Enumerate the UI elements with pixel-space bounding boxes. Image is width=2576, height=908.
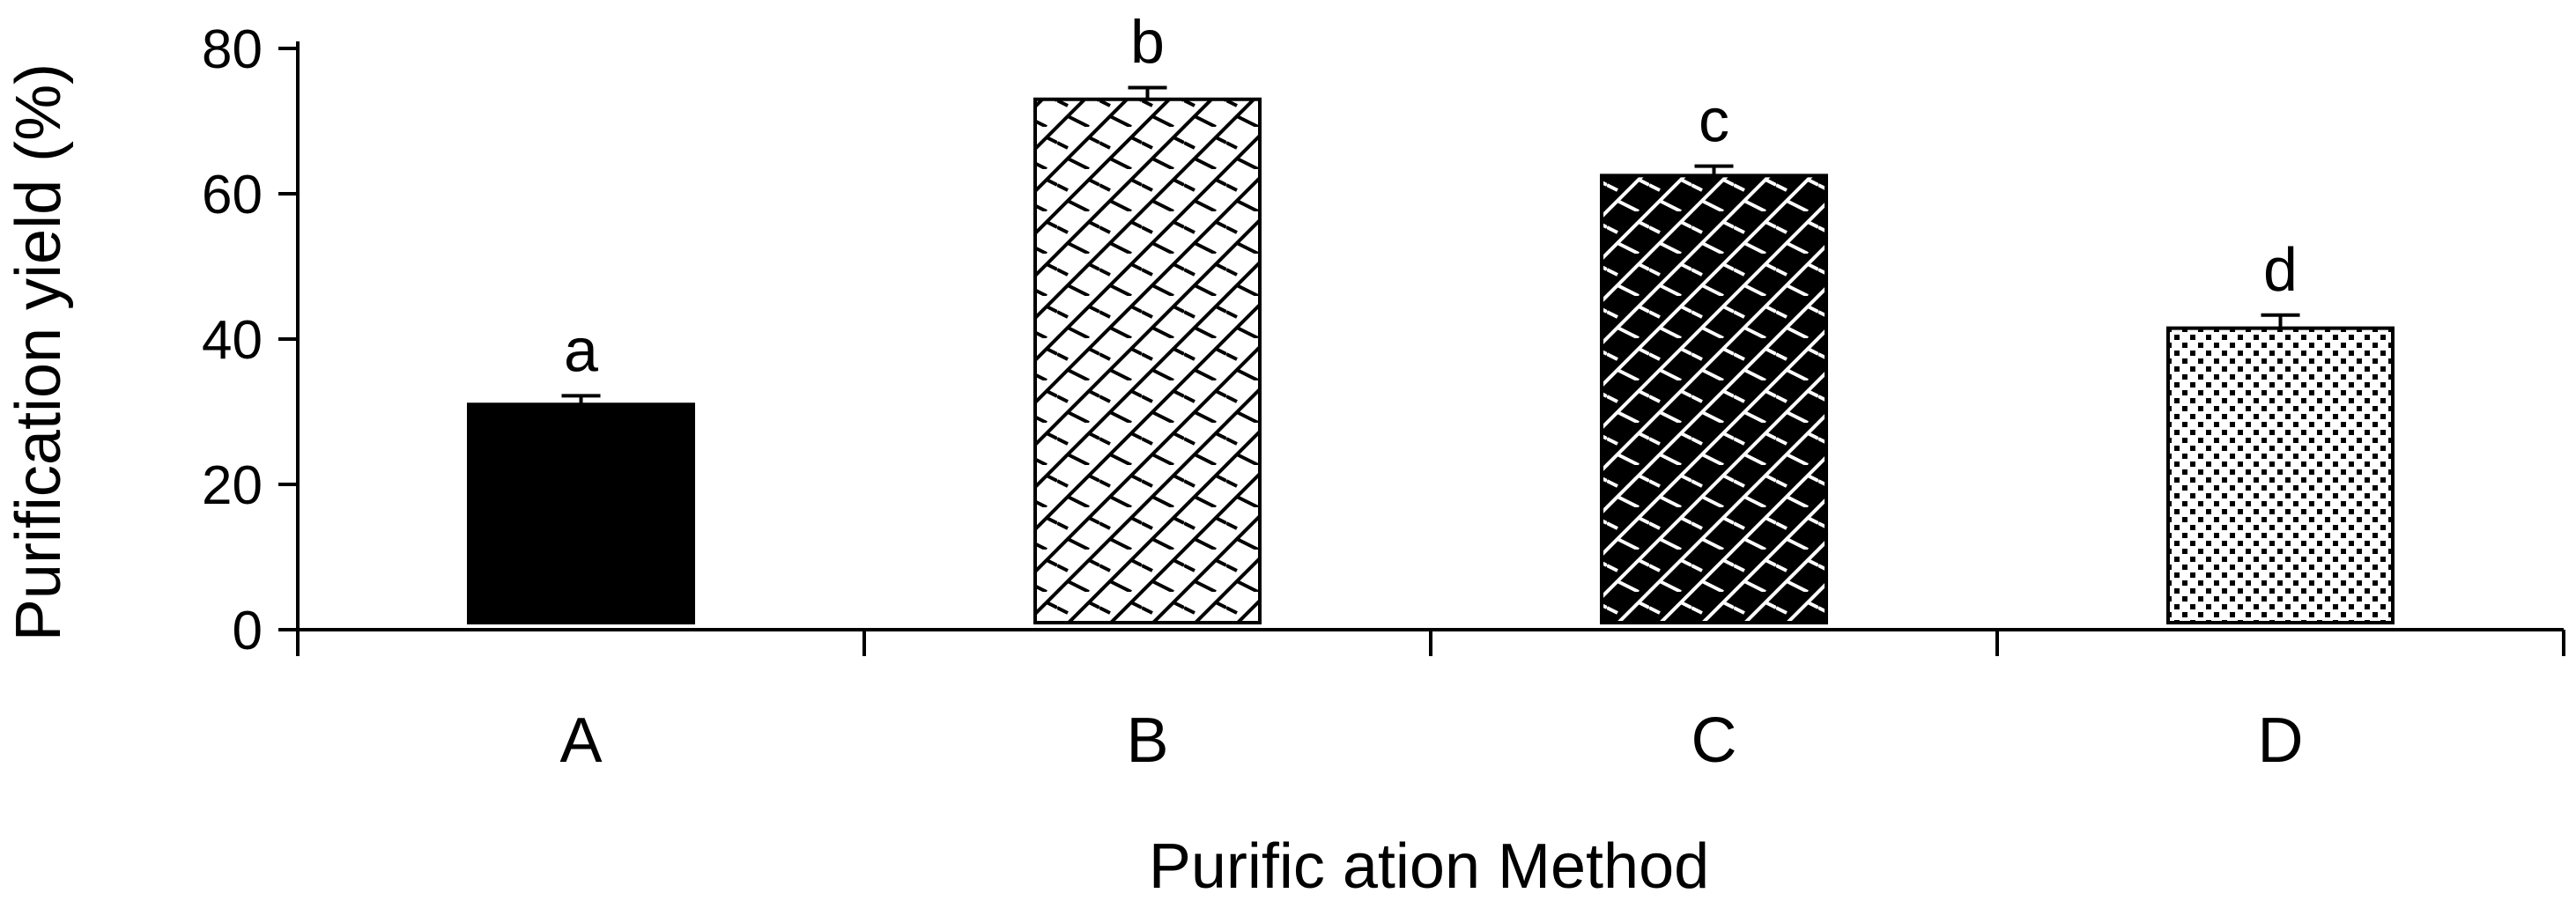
x-tick-label: B [1126,705,1168,776]
y-axis-ticks: 0 20 40 60 80 [202,19,298,661]
x-tick-label: D [2258,705,2304,776]
y-tick-label: 40 [202,310,263,371]
bar-C [1600,173,1828,624]
bar-A [467,402,695,624]
significance-labels: a b c d [564,8,2298,385]
y-tick-label: 60 [202,165,263,225]
significance-label-D: d [2263,235,2298,304]
significance-label-A: a [564,315,598,384]
bars-layer [467,97,2395,624]
significance-label-B: b [1130,8,1165,77]
error-bars-layer [561,85,2300,405]
y-tick-label: 0 [233,601,263,661]
x-tick-label: C [1691,705,1737,776]
bar-D [2166,326,2395,624]
bar-B [1033,97,1262,624]
y-axis-title: Purification yield (%) [4,63,74,641]
x-tick-label: A [559,705,602,776]
y-tick-label: 20 [202,455,263,516]
x-axis-ticks: A B C D [296,630,2565,776]
x-axis-title: Purific ation Method [1149,831,1709,902]
significance-label-C: c [1699,86,1729,155]
y-tick-label: 80 [202,19,263,80]
